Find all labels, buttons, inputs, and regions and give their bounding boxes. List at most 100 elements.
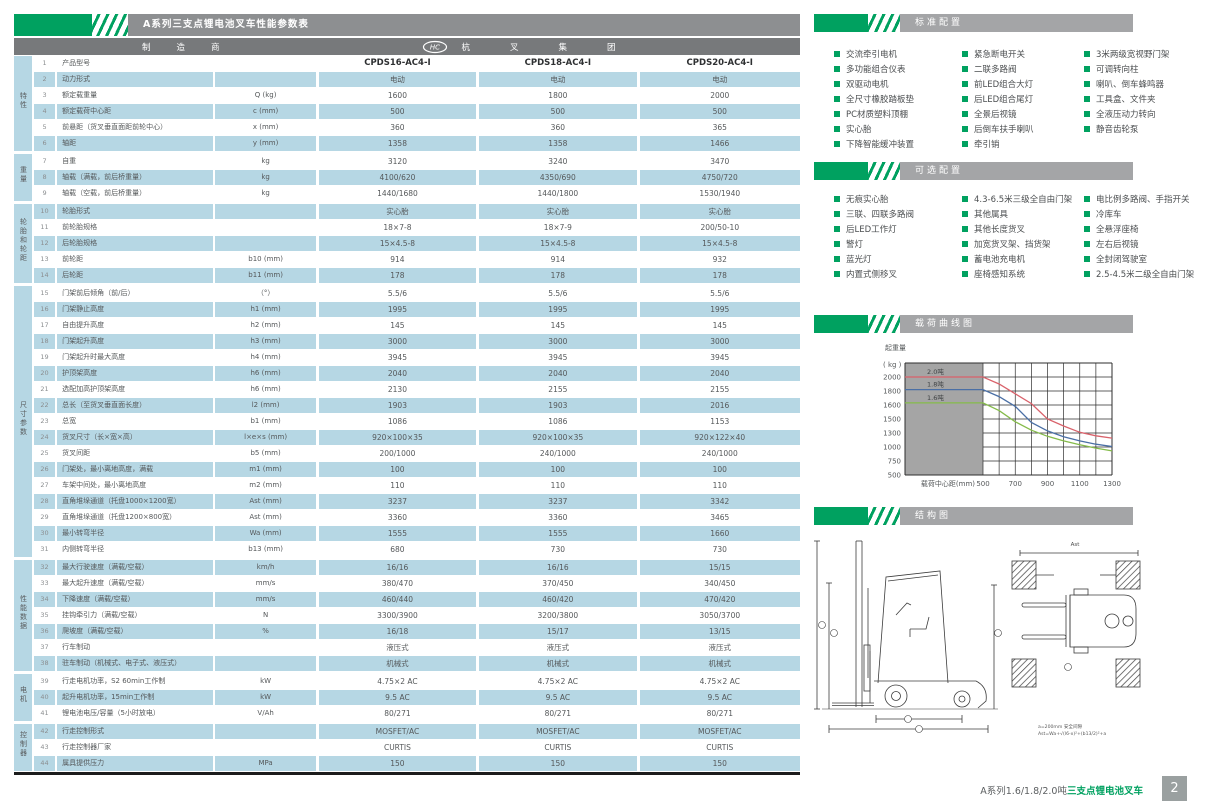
config-item-label: 蓄电池充电机 xyxy=(974,254,1026,265)
load-curve-header: 载荷曲线图 xyxy=(814,315,1133,333)
bullet-square-icon xyxy=(834,270,840,277)
param-value: 340/450 xyxy=(639,576,800,592)
param-value: 360 xyxy=(479,120,640,136)
config-item: 二联多路阀 xyxy=(962,61,1084,76)
param-name: 门架前后倾角（前/后） xyxy=(57,284,216,302)
param-unit: Wa (mm) xyxy=(215,526,319,542)
param-value: 9.5 AC xyxy=(479,690,640,706)
config-item-label: 全悬浮座椅 xyxy=(1096,224,1139,235)
param-value: 4.75×2 AC xyxy=(639,672,800,690)
bullet-square-icon xyxy=(834,80,840,87)
spec-row: 20 护顶架高度 h6 (mm) 2040 2040 2040 xyxy=(14,366,800,382)
config-item: 4.3-6.5米三级全自由门架 xyxy=(962,191,1084,206)
config-item: 双驱动电机 xyxy=(834,76,962,91)
row-number: 27 xyxy=(34,478,58,494)
bullet-square-icon xyxy=(1084,125,1090,132)
row-number: 32 xyxy=(34,558,58,576)
row-number: 7 xyxy=(34,152,58,170)
param-name: 直角堆垛通道（托盘1000×1200宽） xyxy=(57,494,216,510)
param-value: 15×4.5-8 xyxy=(639,236,800,252)
spec-table-header: A系列三支点锂电池叉车性能参数表 xyxy=(14,14,800,36)
param-value: 18×7-8 xyxy=(318,220,480,236)
bullet-square-icon xyxy=(834,210,840,217)
param-unit: kg xyxy=(215,152,319,170)
param-unit: mm/s xyxy=(215,576,319,592)
param-value: 914 xyxy=(479,252,640,268)
bullet-square-icon xyxy=(962,255,968,262)
bullet-square-icon xyxy=(1084,65,1090,72)
load-chart-svg: 2000 1800 1600 1500 1300 1000 750 500 起重量 ( kg ) 5… xyxy=(883,344,1121,488)
param-value: CPDS16-AC4-Ⅰ xyxy=(318,56,480,72)
param-value: 200/50-10 xyxy=(639,220,800,236)
param-value: 液压式 xyxy=(318,640,480,656)
config-item: 内置式侧移叉 xyxy=(834,266,962,281)
param-value: 460/420 xyxy=(479,592,640,608)
spec-row: 特性 1 产品型号 CPDS16-AC4-Ⅰ CPDS18-AC4-Ⅰ CPDS20-AC… xyxy=(14,56,800,152)
param-value: 2155 xyxy=(639,382,800,398)
config-item: 全尺寸橡胶踏板垫 xyxy=(834,91,962,106)
param-unit xyxy=(215,656,319,672)
config-item-label: 多功能组合仪表 xyxy=(846,64,906,75)
param-unit: km/h xyxy=(215,558,319,576)
category-cell: 轮胎和轮距 xyxy=(14,202,35,284)
row-number: 41 xyxy=(34,706,58,722)
row-number: 21 xyxy=(34,382,58,398)
param-value: 178 xyxy=(639,268,800,284)
param-value: 150 xyxy=(479,756,640,772)
config-item: 实心胎 xyxy=(834,121,962,136)
category-label: 性能数据 xyxy=(19,594,28,631)
bullet-square-icon xyxy=(1084,95,1090,102)
param-value: MOSFET/AC xyxy=(639,722,800,740)
structure-diagram-svg: Ast a=200mm 安全间隙 Ast=Wa+√(l6-x)²+(b13/2)… xyxy=(814,540,1141,737)
category-cell: 电机 xyxy=(14,672,35,722)
spec-row: 29 直角堆垛通道（托盘1200×800宽） Ast (mm) 3360 3360 346… xyxy=(14,510,800,526)
config-item: 全封闭驾驶室 xyxy=(1084,251,1194,266)
spec-row: 性能数据 32 最大行驶速度（满载/空载） km/h 16/16 16/16 15/15 xyxy=(14,558,800,672)
category-cell: 特性 xyxy=(14,56,35,152)
spec-row: 6 轴距 y (mm) 1358 1358 1466 xyxy=(14,136,800,152)
config-item: 蓄电池充电机 xyxy=(962,251,1084,266)
row-number: 39 xyxy=(34,672,58,690)
row-number: 43 xyxy=(34,740,58,756)
config-item-label: 后LED工作灯 xyxy=(846,224,897,235)
param-unit: V/Ah xyxy=(215,706,319,722)
standard-config-title: 标准配置 xyxy=(900,14,1133,32)
category-label: 轮胎和轮距 xyxy=(19,218,28,263)
param-value: 机械式 xyxy=(639,656,800,672)
spec-table: 特性 1 产品型号 CPDS16-AC4-Ⅰ CPDS18-AC4-Ⅰ CPDS20-AC… xyxy=(14,56,800,772)
page-number: 2 xyxy=(1162,776,1187,801)
config-item: 交流牵引电机 xyxy=(834,46,962,61)
category-label: 控制器 xyxy=(19,731,28,758)
param-value: CURTIS xyxy=(479,740,640,756)
param-unit: y (mm) xyxy=(215,136,319,152)
config-column: 紧急断电开关 二联多路阀 前LED组合大灯 后LED组合尾灯 全景后视镜 后倒车扶手喇叭牵… xyxy=(962,46,1084,151)
param-name: 轴载（满载，前后桥重量） xyxy=(57,170,216,186)
config-item: 后LED工作灯 xyxy=(834,221,962,236)
row-number: 42 xyxy=(34,722,58,740)
config-item-label: 后LED组合尾灯 xyxy=(974,94,1034,105)
diagonal-stripes-icon xyxy=(868,162,900,180)
y-tick-label: 750 xyxy=(888,458,901,466)
spec-row: 21 选配加高护顶架高度 h6 (mm) 2130 2155 2155 xyxy=(14,382,800,398)
param-value: 2040 xyxy=(639,366,800,382)
param-value: 15×4.5-8 xyxy=(479,236,640,252)
spec-row: 31 内侧转弯半径 b13 (mm) 680 730 730 xyxy=(14,542,800,558)
param-value: 4100/620 xyxy=(318,170,480,186)
config-item-label: 静音齿轮泵 xyxy=(1096,124,1139,135)
param-unit: b10 (mm) xyxy=(215,252,319,268)
param-name: 选配加高护顶架高度 xyxy=(57,382,216,398)
param-value: 3945 xyxy=(639,350,800,366)
optional-config-list: 无痕实心胎 三联、四联多路阀 后LED工作灯 警灯 蓝光灯 内置式侧移叉 4.3-6.5米三… xyxy=(834,191,1194,281)
spec-row: 4 额定载荷中心距 c (mm) 500 500 500 xyxy=(14,104,800,120)
param-value: 932 xyxy=(639,252,800,268)
param-value: 150 xyxy=(639,756,800,772)
param-name: 产品型号 xyxy=(57,56,216,72)
param-value: 470/420 xyxy=(639,592,800,608)
bullet-square-icon xyxy=(834,195,840,202)
bullet-square-icon xyxy=(962,50,968,57)
green-block xyxy=(814,507,868,525)
y-tick-label: 500 xyxy=(888,472,901,480)
spec-table-wrap: 特性 1 产品型号 CPDS16-AC4-Ⅰ CPDS18-AC4-Ⅰ CPDS20-AC… xyxy=(14,56,800,772)
bullet-square-icon xyxy=(834,95,840,102)
param-name: 内侧转弯半径 xyxy=(57,542,216,558)
